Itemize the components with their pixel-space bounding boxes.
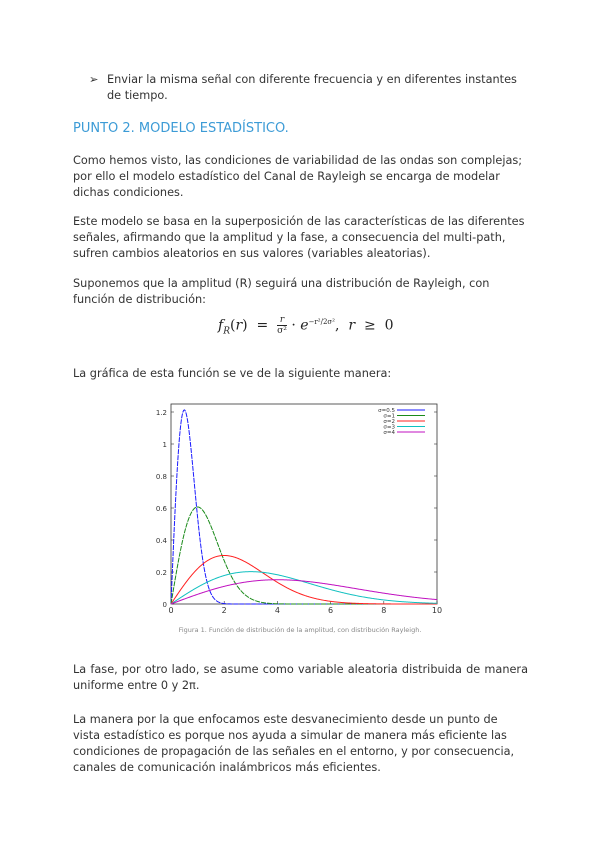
y-tick-label: 0 (163, 601, 167, 609)
paragraph: Como hemos visto, las condiciones de var… (73, 154, 523, 199)
plot-frame (170, 403, 438, 605)
y-tick-label: 0.8 (156, 473, 167, 481)
series-line (170, 579, 438, 605)
x-tick-label: 2 (222, 606, 227, 615)
legend-label: σ=2 (383, 419, 395, 425)
paragraph: Suponemos que la amplitud (R) seguirá un… (73, 277, 490, 306)
paragraph: La manera por la que enfocamos este desv… (73, 713, 515, 774)
rayleigh-chart: 0 2 4 6 8 10 0 0.2 0.4 0.6 0.8 1 1.2 σ=0.5σ=1σ=2σ=3σ=… (156, 403, 442, 615)
bullet-item: ➢ Enviar la misma señal con diferente fr… (89, 72, 529, 104)
section-heading: PUNTO 2. MODELO ESTADÍSTICO. (73, 121, 289, 136)
y-tick-label: 1 (163, 441, 167, 449)
x-tick-label: 0 (168, 606, 173, 615)
y-tick-label: 1.2 (156, 409, 167, 417)
legend-label: σ=1 (383, 414, 395, 420)
legend-label: σ=0.5 (378, 408, 395, 414)
paragraph: Este modelo se basa en la superposición … (73, 215, 525, 260)
rayleigh-formula: fR(r) = r σ² · e−r²/2σ², r ≥ 0 (218, 315, 394, 337)
y-tick-label: 0.6 (156, 505, 168, 513)
series-line (170, 409, 437, 605)
bullet-text: Enviar la misma señal con diferente frec… (107, 73, 517, 102)
y-tick-label: 0.4 (156, 537, 168, 545)
legend-label: σ=4 (383, 430, 395, 436)
series-line (170, 506, 437, 605)
arrow-bullet-icon: ➢ (89, 73, 99, 86)
x-tick-label: 4 (275, 606, 280, 615)
x-tick-label: 10 (432, 606, 442, 615)
series-line (170, 554, 437, 605)
paragraph: La fase, por otro lado, se asume como va… (73, 663, 528, 692)
y-tick-label: 0.2 (156, 569, 167, 577)
paragraph: La gráfica de esta función se ve de la s… (73, 367, 392, 380)
series-line (170, 571, 438, 605)
x-tick-label: 6 (328, 606, 333, 615)
x-tick-label: 8 (381, 606, 386, 615)
legend-label: σ=3 (383, 425, 395, 431)
figure-caption: Figura 1. Función de distribución de la … (178, 626, 422, 634)
